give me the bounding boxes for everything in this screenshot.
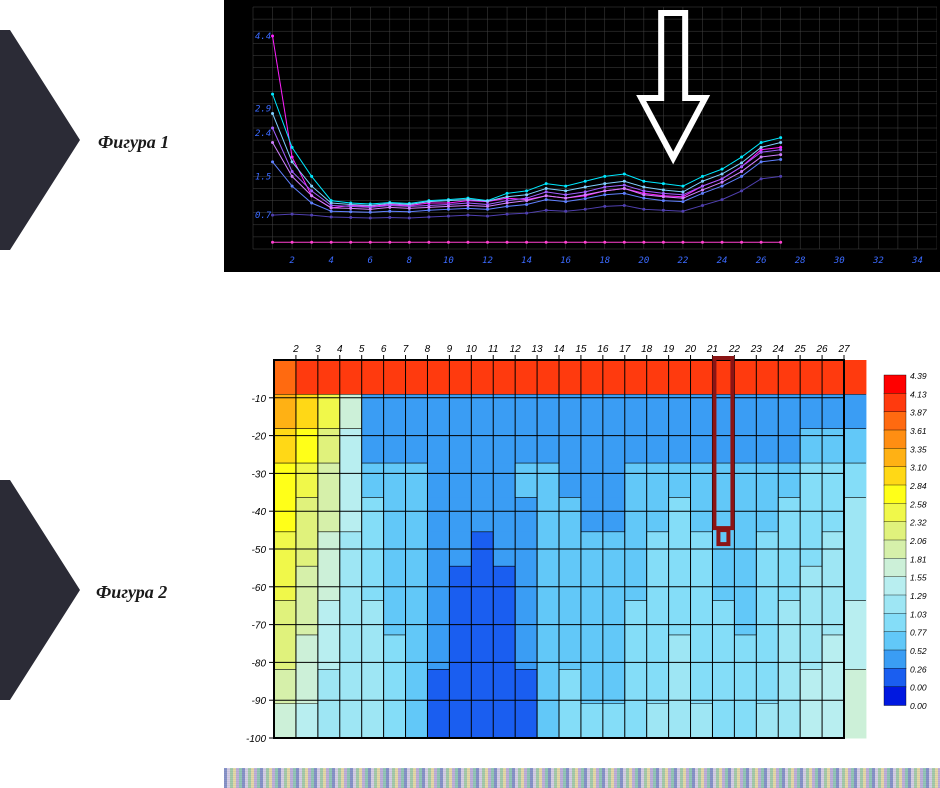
svg-text:4: 4 [337, 344, 343, 355]
svg-text:32: 32 [872, 256, 884, 266]
svg-text:12: 12 [510, 344, 522, 355]
svg-text:4.39: 4.39 [910, 371, 927, 381]
figure1-label: Фигура 1 [98, 132, 169, 153]
svg-text:17: 17 [619, 344, 631, 355]
svg-text:14: 14 [521, 256, 532, 266]
svg-text:23: 23 [750, 344, 763, 355]
svg-text:18: 18 [599, 256, 610, 266]
svg-text:5: 5 [359, 344, 365, 355]
svg-text:1.29: 1.29 [910, 591, 927, 601]
svg-text:22: 22 [728, 344, 741, 355]
svg-text:-60: -60 [252, 583, 267, 594]
svg-text:2: 2 [289, 256, 294, 266]
svg-text:18: 18 [641, 344, 653, 355]
svg-text:0.52: 0.52 [910, 646, 927, 656]
svg-text:20: 20 [684, 344, 697, 355]
svg-text:26: 26 [816, 344, 829, 355]
svg-text:19: 19 [663, 344, 675, 355]
svg-text:3.10: 3.10 [910, 463, 927, 473]
svg-text:4.13: 4.13 [910, 389, 927, 399]
svg-text:24: 24 [772, 344, 785, 355]
svg-text:0.77: 0.77 [910, 628, 927, 638]
svg-text:-90: -90 [252, 696, 267, 707]
svg-text:6: 6 [381, 344, 387, 355]
svg-text:8: 8 [425, 344, 431, 355]
svg-text:2.32: 2.32 [909, 518, 927, 528]
svg-text:4: 4 [328, 256, 333, 266]
svg-text:0.26: 0.26 [910, 664, 927, 674]
svg-text:1.55: 1.55 [910, 573, 927, 583]
svg-text:3.87: 3.87 [910, 408, 927, 418]
svg-text:3: 3 [315, 344, 321, 355]
svg-text:0.7: 0.7 [255, 211, 272, 221]
svg-text:21: 21 [706, 344, 718, 355]
svg-text:9: 9 [447, 344, 453, 355]
svg-text:1.5: 1.5 [255, 172, 271, 182]
svg-text:-50: -50 [252, 545, 267, 556]
label-chevron-1 [0, 30, 80, 250]
svg-text:4.4: 4.4 [255, 32, 271, 42]
svg-text:15: 15 [575, 344, 587, 355]
svg-text:6: 6 [368, 256, 373, 266]
svg-text:12: 12 [482, 256, 493, 266]
svg-text:7: 7 [403, 344, 409, 355]
svg-text:16: 16 [560, 256, 571, 266]
svg-text:2.06: 2.06 [909, 536, 927, 546]
svg-text:24: 24 [717, 256, 728, 266]
svg-text:-100: -100 [246, 734, 266, 745]
svg-text:10: 10 [443, 256, 454, 266]
svg-text:28: 28 [795, 256, 806, 266]
svg-text:14: 14 [553, 344, 565, 355]
svg-text:1.03: 1.03 [910, 609, 927, 619]
svg-text:11: 11 [488, 344, 498, 355]
svg-text:26: 26 [756, 256, 767, 266]
svg-text:-10: -10 [252, 394, 267, 405]
svg-text:13: 13 [532, 344, 544, 355]
decorative-strip [224, 768, 940, 788]
svg-text:8: 8 [407, 256, 412, 266]
svg-text:10: 10 [466, 344, 478, 355]
svg-text:3.61: 3.61 [910, 426, 927, 436]
svg-text:-70: -70 [252, 621, 267, 632]
svg-text:0.00: 0.00 [910, 701, 927, 711]
svg-text:-20: -20 [252, 432, 267, 443]
figure2-chart: 2345678910111213141516171819202122232425… [224, 330, 940, 750]
svg-text:34: 34 [911, 256, 923, 266]
svg-text:22: 22 [678, 256, 689, 266]
svg-text:2.4: 2.4 [255, 129, 271, 139]
figure1-chart: 2468101214161820222426283032340.71.52.42… [227, 3, 940, 272]
figure1-container: 2468101214161820222426283032340.71.52.42… [224, 0, 940, 272]
figure2-container: 2345678910111213141516171819202122232425… [224, 330, 940, 750]
svg-text:16: 16 [597, 344, 609, 355]
svg-text:-30: -30 [252, 469, 267, 480]
svg-text:20: 20 [638, 256, 649, 266]
svg-text:2: 2 [292, 344, 299, 355]
svg-text:25: 25 [794, 344, 807, 355]
svg-text:1.81: 1.81 [910, 554, 927, 564]
svg-text:-40: -40 [252, 507, 267, 518]
svg-text:3.35: 3.35 [910, 444, 927, 454]
svg-text:0.00: 0.00 [910, 683, 927, 693]
svg-text:30: 30 [833, 256, 845, 266]
label-chevron-2 [0, 480, 80, 700]
svg-text:2.58: 2.58 [909, 499, 927, 509]
svg-text:27: 27 [837, 344, 850, 355]
svg-text:2.84: 2.84 [909, 481, 927, 491]
svg-text:2.9: 2.9 [255, 105, 271, 115]
svg-text:-80: -80 [252, 658, 267, 669]
figure2-label: Фигура 2 [96, 582, 167, 603]
